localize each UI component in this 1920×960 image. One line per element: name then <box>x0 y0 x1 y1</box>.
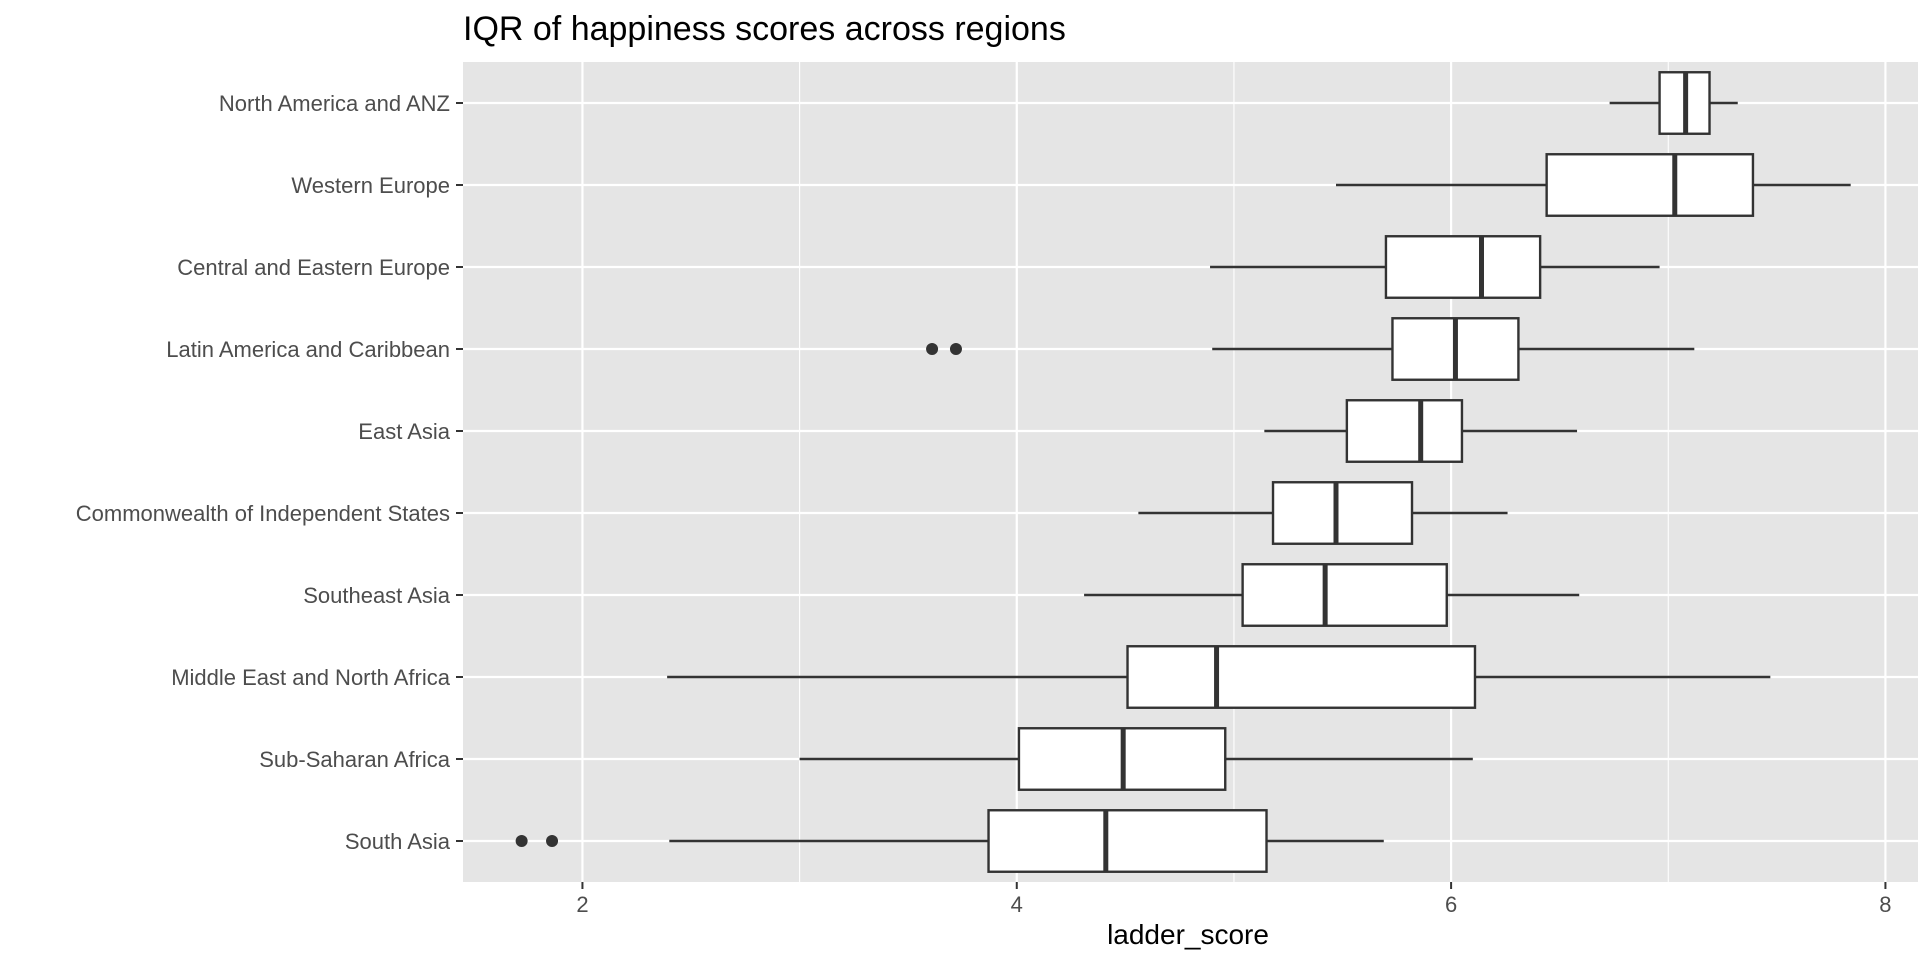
iqr-box <box>1126 645 1477 709</box>
x-tick-label: 8 <box>1879 892 1891 917</box>
y-tick-label: Central and Eastern Europe <box>177 255 450 280</box>
box-group <box>515 809 1384 873</box>
x-axis: 2 4 6 8 <box>576 882 1892 917</box>
y-tick-label: South Asia <box>345 829 451 854</box>
y-tick-label: Western Europe <box>291 173 450 198</box>
chart-title: IQR of happiness scores across regions <box>463 10 1066 48</box>
x-axis-title: ladder_score <box>1107 919 1269 950</box>
y-tick-label: Middle East and North Africa <box>171 665 451 690</box>
x-tick-label: 2 <box>576 892 588 917</box>
outlier-point <box>949 343 962 355</box>
y-axis: North America and ANZ Western Europe Centr… <box>76 91 463 854</box>
box-group <box>926 317 1695 381</box>
x-tick-label: 6 <box>1445 892 1457 917</box>
box-group <box>1336 153 1851 217</box>
box-group <box>1264 399 1578 463</box>
y-tick-label: Latin America and Caribbean <box>166 337 450 362</box>
y-tick-label: Southeast Asia <box>303 583 451 608</box>
boxes-layer <box>515 71 1851 873</box>
y-tick-label: North America and ANZ <box>219 91 450 116</box>
iqr-box <box>1271 481 1414 545</box>
box-group <box>1138 481 1508 545</box>
y-tick-label: East Asia <box>358 419 450 444</box>
y-tick-label: Sub-Saharan Africa <box>259 747 451 772</box>
iqr-box <box>987 809 1268 873</box>
iqr-box <box>1384 235 1542 299</box>
outlier-point <box>546 835 559 847</box>
box-group <box>1609 71 1738 135</box>
box-group <box>667 645 1771 709</box>
outlier-point <box>515 835 528 847</box>
y-tick-label: Commonwealth of Independent States <box>76 501 450 526</box>
iqr-box <box>1545 153 1755 217</box>
box-group <box>1084 563 1580 627</box>
iqr-box <box>1345 399 1464 463</box>
x-tick-label: 4 <box>1011 892 1023 917</box>
iqr-box <box>1241 563 1448 627</box>
box-group <box>1210 235 1660 299</box>
box-group <box>799 727 1473 791</box>
outlier-point <box>926 343 939 355</box>
